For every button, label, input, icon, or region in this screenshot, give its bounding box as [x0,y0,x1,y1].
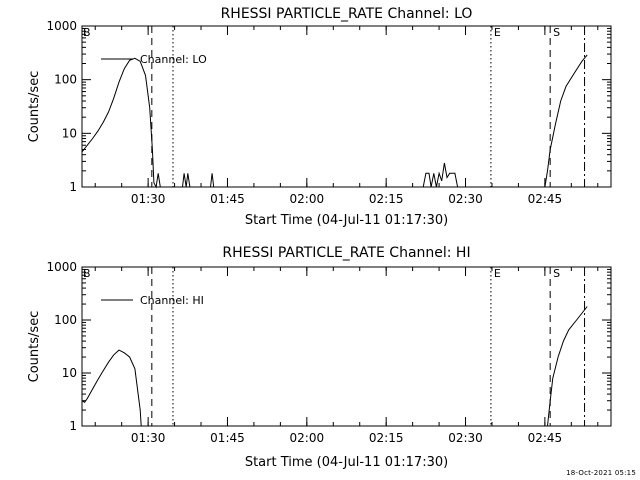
plot-frame [81,25,612,188]
x-tick-label: 02:30 [448,192,483,206]
series-line-1-segment-1 [81,57,161,189]
x-tick-label: 01:45 [210,192,245,206]
x-axis-label: Start Time (04-Jul-11 01:17:30) [245,455,448,470]
x-tick-label: 02:30 [448,431,483,445]
x-tick-label: 02:00 [290,431,325,445]
series-line-1-segment-2 [182,173,191,188]
corner-label: B [83,267,91,280]
chart-title: RHESSI PARTICLE_RATE Channel: LO [221,6,473,22]
legend-label: Channel: LO [140,53,207,66]
legend-label: Channel: HI [140,294,204,307]
y-axis-label: Counts/sec [27,71,42,143]
x-tick-label: 02:15 [369,192,404,206]
y-tick-label: 1000 [46,260,77,274]
event-marker-label: E [494,26,501,39]
x-tick-label: 02:45 [528,431,563,445]
plot-frame [81,266,612,427]
y-tick-label: 10 [62,366,77,380]
chart-panel-2: RHESSI PARTICLE_RATE Channel: HI 1 10 100 10… [27,245,612,470]
y-tick-label: 100 [54,73,77,87]
x-tick-label: 01:45 [210,431,245,445]
y-tick-label: 100 [54,313,77,327]
chart-title: RHESSI PARTICLE_RATE Channel: HI [222,245,470,261]
y-tick-label: 10 [62,126,77,140]
corner-label: B [83,26,91,39]
y-axis-label: Counts/sec [27,311,42,383]
event-marker-label: E [494,267,501,280]
event-marker-label: S [553,26,560,39]
x-tick-label: 01:30 [131,431,166,445]
x-tick-label: 02:15 [369,431,404,445]
x-tick-label: 02:45 [528,192,563,206]
y-tick-label: 1000 [46,19,77,33]
series-line-1-segment-2 [547,306,588,427]
plot-timestamp: 18-Oct-2021 05:15 [566,469,636,477]
y-tick-label: 1 [69,180,77,194]
x-tick-label: 01:30 [131,192,166,206]
series-line-1-segment-1 [81,349,142,427]
x-axis-label: Start Time (04-Jul-11 01:17:30) [245,213,448,228]
series-line-1-segment-3 [210,173,215,188]
y-tick-label: 1 [69,419,77,433]
event-marker-label: S [553,267,560,280]
series-line-1-segment-5 [544,54,588,188]
chart-panel-1: RHESSI PARTICLE_RATE Channel: LO 1 10 100 10… [27,6,612,228]
series-line-1-segment-4 [422,162,459,188]
x-tick-label: 02:00 [290,192,325,206]
